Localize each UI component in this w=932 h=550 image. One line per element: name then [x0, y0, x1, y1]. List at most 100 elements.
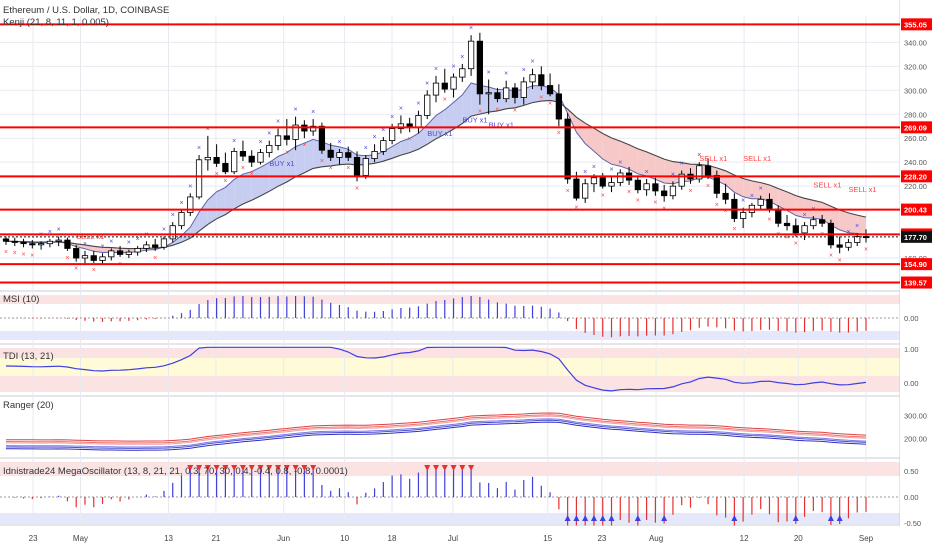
candle-body	[520, 81, 527, 98]
buy-marker: ×	[162, 226, 166, 233]
candle-body	[195, 159, 203, 198]
candle-body	[476, 40, 483, 95]
oversold-triangle	[836, 515, 843, 521]
buy-marker: ×	[197, 145, 201, 152]
kenji-cloud-segment	[278, 152, 287, 187]
sell-marker: ×	[223, 178, 227, 185]
sell-marker: ×	[355, 185, 359, 192]
tdi-title: TDI (13, 21)	[3, 351, 54, 362]
candle-body	[819, 219, 826, 224]
msi-title: MSI (10)	[3, 294, 39, 305]
kenji-cloud-segment	[611, 137, 621, 167]
y-tick-label: 260.00	[904, 134, 927, 143]
y-tick-label: 300.00	[904, 86, 927, 95]
kenji-cloud-segment	[629, 144, 638, 174]
kenji-cloud-segment	[339, 146, 349, 165]
kenji-cloud-segment	[646, 151, 656, 180]
candle-body	[713, 174, 720, 194]
sell-marker: ×	[688, 188, 692, 195]
candle-body	[310, 125, 317, 132]
indicator-legend: Kenji (21, 8, 11, 1, 0.005)	[3, 17, 109, 28]
overbought-triangle	[283, 465, 290, 471]
y-tick-label: 240.00	[904, 158, 927, 167]
candle-body	[362, 158, 369, 176]
sell-marker: ×	[838, 257, 842, 264]
candle-body	[678, 173, 685, 187]
candle-body	[397, 123, 405, 130]
ranger-band-line	[5, 414, 867, 444]
candle-body	[555, 93, 562, 120]
overbought-triangle	[239, 465, 246, 471]
sell-marker: ×	[574, 205, 578, 212]
overbought-triangle	[424, 465, 431, 471]
candle-body	[81, 255, 89, 259]
candle-body	[503, 87, 510, 100]
x-tick-label: 10	[340, 534, 349, 543]
price-axis: 140.00160.00180.00200.00220.00240.00260.…	[29, 0, 932, 550]
tdi-line	[5, 346, 867, 392]
candle-body	[415, 115, 422, 128]
candle-body	[511, 87, 519, 98]
sell-marker: ×	[724, 208, 728, 215]
overbought-triangle	[292, 465, 299, 471]
candle-body	[55, 239, 62, 242]
overbought-triangle	[222, 465, 229, 471]
candle-body	[46, 240, 53, 245]
candle-body	[669, 185, 677, 197]
sell-marker: ×	[4, 249, 8, 256]
oversold-triangle	[599, 515, 606, 521]
candle-body	[222, 162, 229, 173]
sell-marker: ×	[557, 130, 561, 137]
indicator-overlays	[5, 82, 867, 254]
candle-body	[125, 251, 132, 255]
buy-marker: ×	[83, 241, 87, 248]
overbought-triangle	[441, 465, 448, 471]
kenji-cloud-segment	[795, 195, 805, 218]
chart-marks: × × × × × × × × × × × × × × × × × × × × × × × × × × × × × × × × × × × × × × × ×…	[0, 23, 932, 526]
overbought-triangle	[450, 465, 457, 471]
candle-body	[775, 208, 782, 224]
kenji-cloud-segment	[409, 133, 419, 153]
sell-marker: ×	[13, 250, 17, 257]
oversold-triangle	[827, 515, 834, 521]
candle-body	[740, 212, 747, 219]
sell-marker: ×	[495, 106, 499, 113]
kenji-cloud-segment	[199, 199, 208, 232]
buy-marker: ×	[127, 240, 131, 247]
buy-marker: ×	[583, 169, 587, 176]
kenji-cloud-segment	[436, 109, 445, 139]
buy-marker: ×	[741, 198, 745, 205]
kenji-cloud-segment	[760, 182, 770, 202]
x-tick-label: Jun	[277, 534, 290, 543]
sell-signal-label: SELL x1	[743, 154, 771, 163]
y-tick-label: -0.50	[904, 519, 921, 528]
sell-marker: ×	[241, 165, 245, 172]
buy-marker: ×	[206, 126, 210, 133]
kenji-cloud-segment	[664, 159, 673, 184]
price-badge	[901, 18, 932, 31]
candle-body	[599, 177, 606, 187]
candle-body	[345, 152, 352, 158]
kenji-cloud-segment	[286, 146, 296, 183]
candle-body	[722, 192, 729, 200]
overbought-triangle	[213, 465, 220, 471]
candle-body	[169, 225, 176, 240]
candle-body	[801, 225, 808, 234]
buy-marker: ×	[680, 161, 684, 168]
buy-marker: ×	[179, 200, 183, 207]
buy-marker: ×	[750, 193, 754, 200]
sell-marker: ×	[250, 171, 254, 178]
buy-marker: ×	[311, 109, 315, 116]
ranger-band-line	[5, 418, 867, 448]
buy-signal-label: BUY x1	[269, 159, 294, 168]
buy-marker: ×	[373, 134, 377, 141]
overbought-triangle	[187, 465, 194, 471]
buy-marker: ×	[434, 66, 438, 73]
buy-marker: ×	[846, 229, 850, 236]
buy-marker: ×	[504, 71, 508, 78]
price-badge-label: 177.70	[904, 233, 927, 242]
oversold-triangle	[564, 515, 571, 521]
overbought-triangle	[301, 465, 308, 471]
candle-body	[231, 151, 238, 173]
price-badge-label: 355.05	[904, 20, 927, 29]
